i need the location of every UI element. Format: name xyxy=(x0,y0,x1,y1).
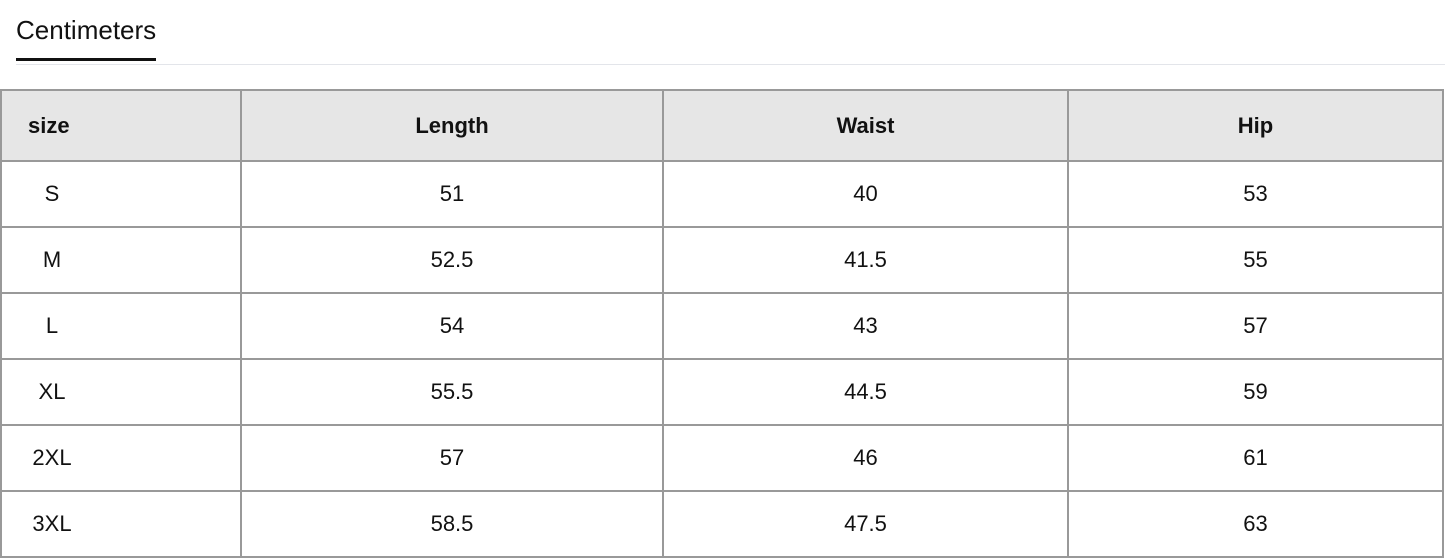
hip-cell: 55 xyxy=(1067,226,1444,294)
length-cell: 58.5 xyxy=(240,490,664,558)
size-cell: M xyxy=(0,226,242,294)
hip-cell: 63 xyxy=(1067,490,1444,558)
size-cell: 3XL xyxy=(0,490,242,558)
table-row: XL 55.5 44.5 59 xyxy=(0,358,1444,426)
table-header-row: size Length Waist Hip xyxy=(0,89,1444,162)
size-label: XL xyxy=(38,379,66,404)
length-cell: 52.5 xyxy=(240,226,664,294)
header-length: Length xyxy=(240,89,664,162)
table-row: 3XL 58.5 47.5 63 xyxy=(0,490,1444,558)
size-label: L xyxy=(45,313,59,338)
size-cell: L xyxy=(0,292,242,360)
waist-cell: 44.5 xyxy=(662,358,1069,426)
unit-tabs: Centimeters xyxy=(16,0,1445,65)
size-label: 3XL xyxy=(32,511,72,536)
waist-cell: 46 xyxy=(662,424,1069,492)
waist-cell: 40 xyxy=(662,160,1069,228)
size-cell: S xyxy=(0,160,242,228)
size-cell: 2XL xyxy=(0,424,242,492)
length-cell: 51 xyxy=(240,160,664,228)
waist-cell: 41.5 xyxy=(662,226,1069,294)
header-hip: Hip xyxy=(1067,89,1444,162)
table-row: L 54 43 57 xyxy=(0,292,1444,360)
waist-cell: 43 xyxy=(662,292,1069,360)
header-waist: Waist xyxy=(662,89,1069,162)
size-label: M xyxy=(42,247,62,272)
length-cell: 54 xyxy=(240,292,664,360)
table-row: 2XL 57 46 61 xyxy=(0,424,1444,492)
length-cell: 57 xyxy=(240,424,664,492)
tab-centimeters[interactable]: Centimeters xyxy=(16,14,157,61)
size-chart-table: size Length Waist Hip S 51 40 53 M 52.5 41.5 55… xyxy=(0,89,1444,558)
hip-cell: 57 xyxy=(1067,292,1444,360)
size-label: 2XL xyxy=(32,445,72,470)
header-size: size xyxy=(0,89,242,162)
length-cell: 55.5 xyxy=(240,358,664,426)
table-row: M 52.5 41.5 55 xyxy=(0,226,1444,294)
hip-cell: 53 xyxy=(1067,160,1444,228)
table-row: S 51 40 53 xyxy=(0,160,1444,228)
hip-cell: 59 xyxy=(1067,358,1444,426)
hip-cell: 61 xyxy=(1067,424,1444,492)
waist-cell: 47.5 xyxy=(662,490,1069,558)
size-cell: XL xyxy=(0,358,242,426)
size-label: S xyxy=(44,181,60,206)
